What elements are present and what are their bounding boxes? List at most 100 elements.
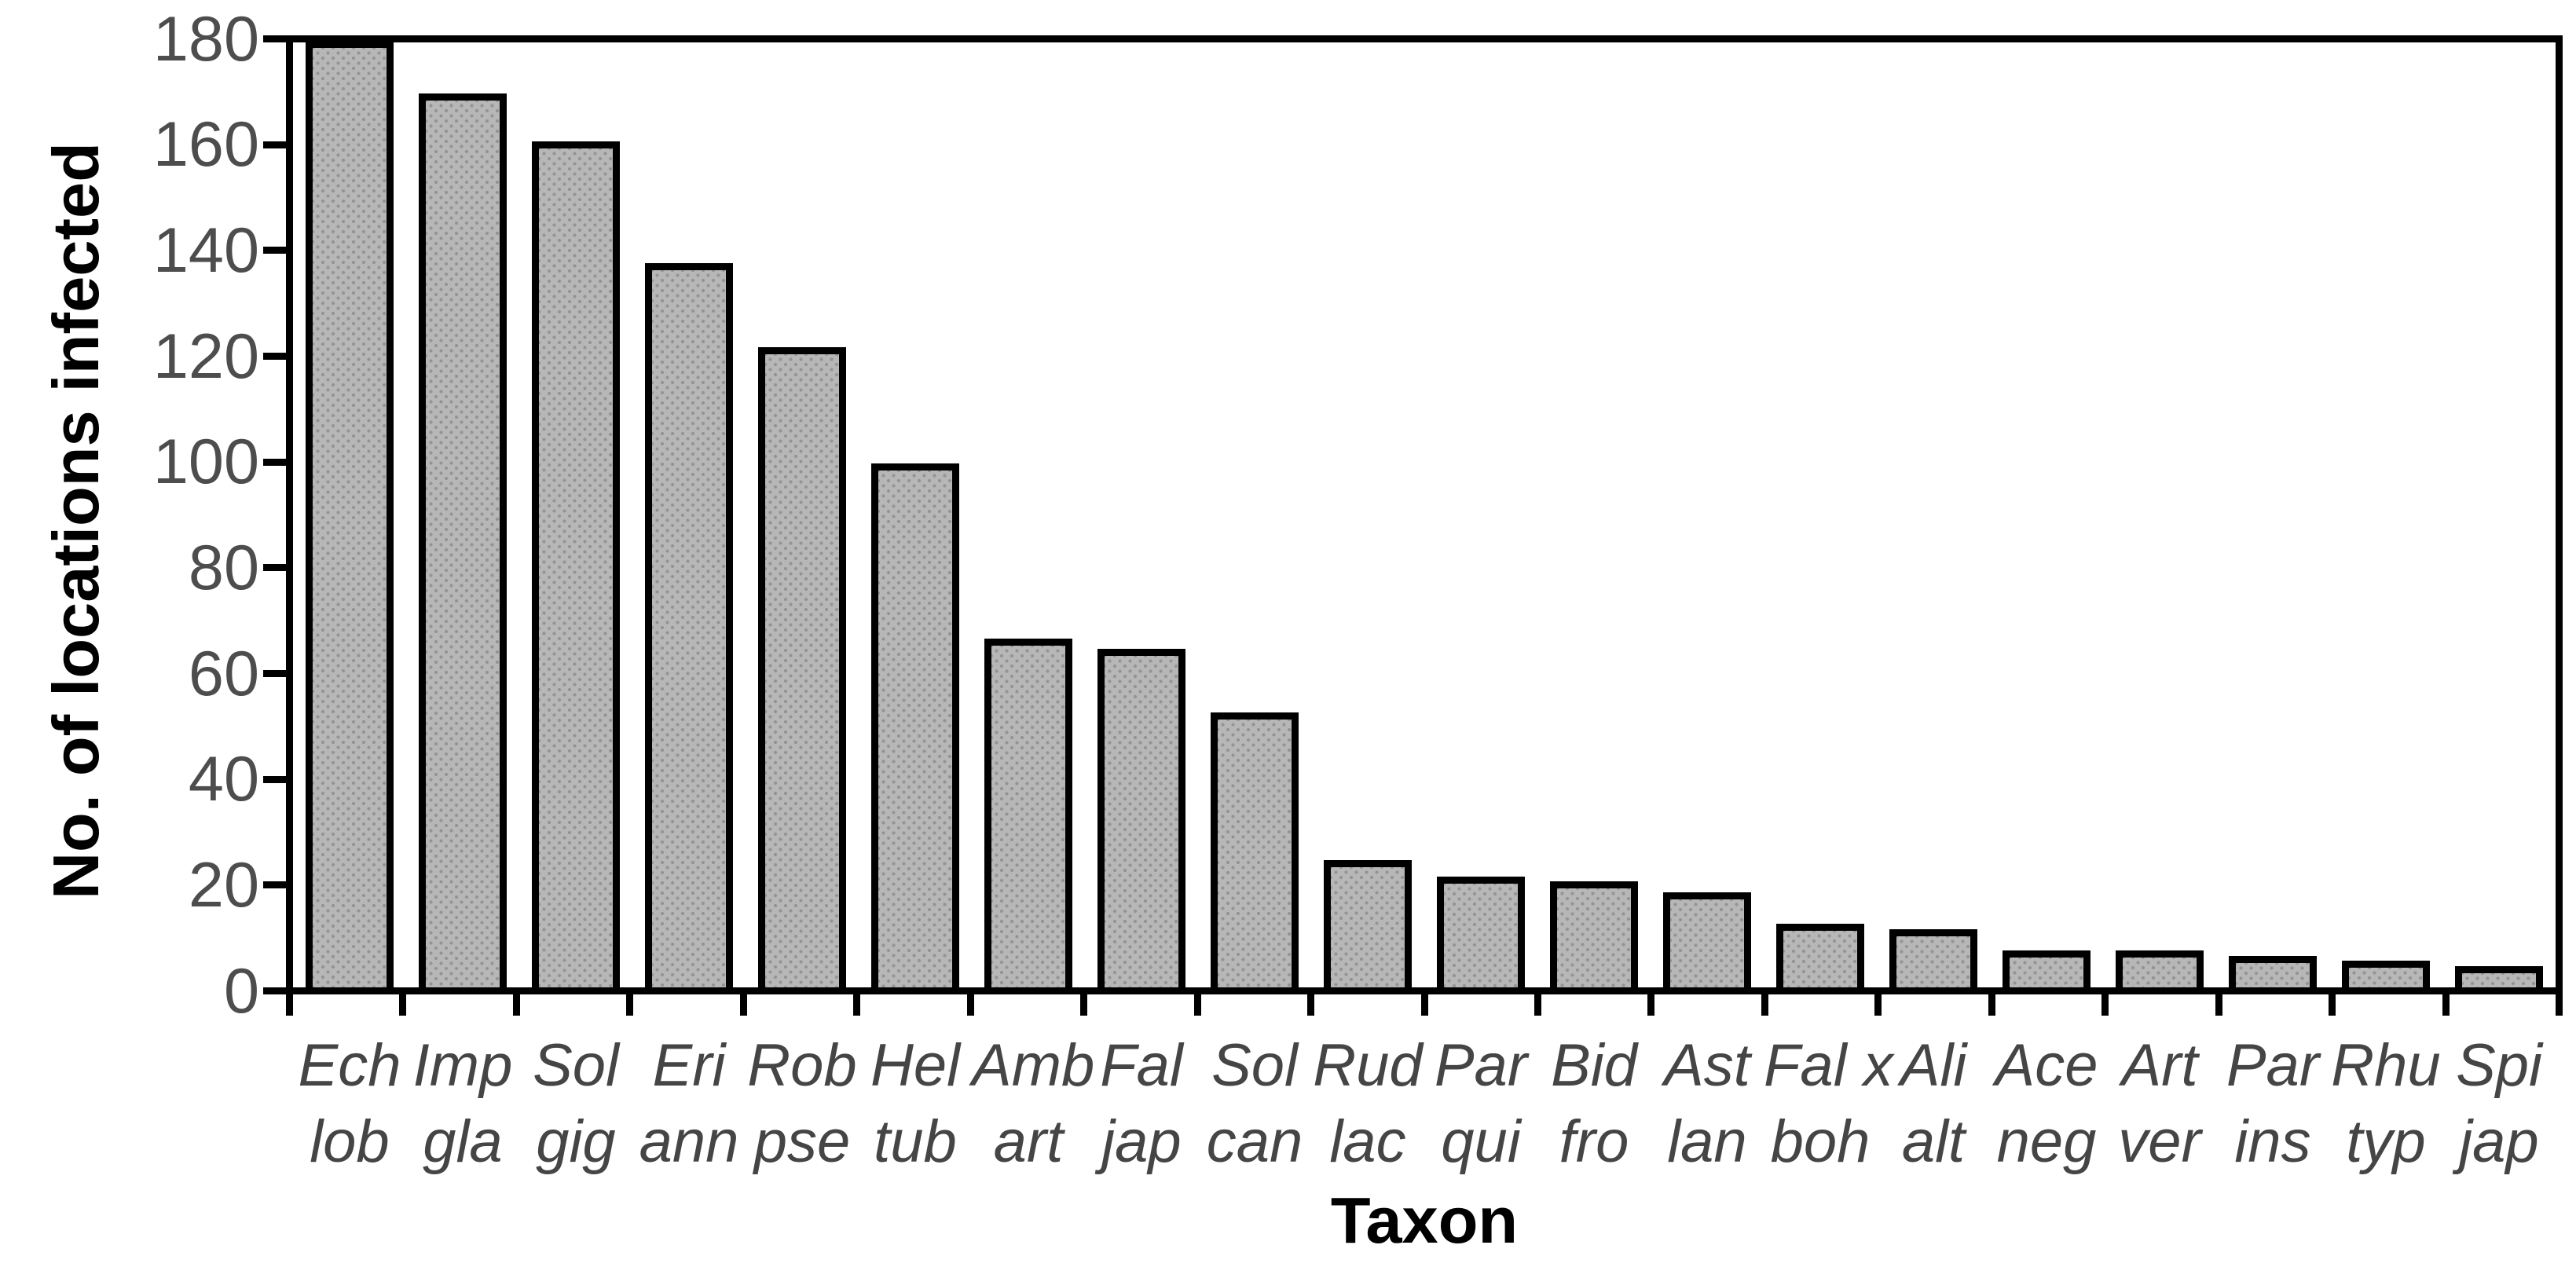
x-category-label-line1: Par	[1434, 1032, 1528, 1099]
bar	[1776, 924, 1864, 987]
x-category-label: Ast lan	[1651, 1027, 1764, 1180]
bar	[532, 141, 620, 987]
x-category-label-line2: fro	[1559, 1108, 1629, 1175]
bar	[984, 638, 1072, 987]
x-category-label-line1: Ast	[1664, 1032, 1750, 1099]
x-tick	[2215, 994, 2222, 1016]
y-tick-label: 80	[188, 532, 259, 603]
x-tick	[286, 994, 293, 1016]
x-category-label-line1: Fal	[1100, 1032, 1183, 1099]
x-category-label: Fal jap	[1085, 1027, 1198, 1180]
y-tick-label: 100	[152, 427, 259, 498]
x-tick	[853, 994, 861, 1016]
bar	[2342, 961, 2430, 987]
x-tick	[1647, 994, 1655, 1016]
y-tick	[263, 881, 286, 889]
x-category-label: Rhu typ	[2329, 1027, 2442, 1180]
x-category-label: Bid fro	[1537, 1027, 1651, 1180]
x-category-label-line2: boh	[1770, 1108, 1871, 1175]
x-tick	[2556, 994, 2563, 1016]
x-category-label: Imp gla	[406, 1027, 519, 1180]
bar	[871, 463, 959, 987]
x-category-label: Art ver	[2103, 1027, 2216, 1180]
x-category-label: Par ins	[2216, 1027, 2329, 1180]
bar	[2455, 966, 2543, 987]
x-category-label-line2: art	[993, 1108, 1064, 1175]
x-category-label-line2: ver	[2118, 1108, 2201, 1175]
x-category-label: Sol gig	[519, 1027, 632, 1180]
bar	[2116, 950, 2204, 987]
x-tick	[2101, 994, 2109, 1016]
x-tick	[626, 994, 634, 1016]
x-tick	[739, 994, 747, 1016]
x-category-label: Amb art	[972, 1027, 1095, 1180]
x-category-label-line2: alt	[1901, 1108, 1966, 1175]
x-tick	[1080, 994, 1088, 1016]
x-category-label: Ech lob	[293, 1027, 406, 1180]
x-category-label-line2: ann	[639, 1108, 739, 1175]
y-tick-label: 120	[152, 320, 259, 392]
y-tick-label: 140	[152, 214, 259, 286]
y-tick	[263, 35, 286, 42]
x-category-label-line2: typ	[2346, 1108, 2426, 1175]
x-category-label-line2: tub	[874, 1108, 957, 1175]
bar	[1550, 881, 1638, 987]
bar	[419, 93, 507, 987]
y-tick	[263, 458, 286, 466]
x-tick	[512, 994, 520, 1016]
x-tick	[966, 994, 974, 1016]
x-tick	[399, 994, 407, 1016]
x-category-label: Hel tub	[859, 1027, 972, 1180]
x-category-label-line2: qui	[1441, 1108, 1521, 1175]
x-category-label-line2: neg	[1996, 1108, 2097, 1175]
x-category-label-line2: lan	[1667, 1108, 1747, 1175]
y-tick-label: 0	[223, 955, 259, 1027]
x-category-label-line2: gla	[423, 1108, 503, 1175]
bar	[758, 347, 846, 987]
x-category-label-line2: jap	[1101, 1108, 1182, 1175]
x-category-label-line1: Amb	[972, 1032, 1095, 1099]
bar	[1663, 892, 1751, 987]
x-tick	[1761, 994, 1768, 1016]
x-category-label-line2: pse	[753, 1108, 851, 1175]
y-tick	[263, 670, 286, 677]
y-tick	[263, 141, 286, 148]
x-category-label-line1: Imp	[412, 1032, 513, 1099]
x-axis-title: Taxon	[1330, 1184, 1519, 1257]
bar	[1097, 649, 1185, 987]
bar	[1211, 712, 1299, 987]
x-tick	[1874, 994, 1882, 1016]
x-tick	[1420, 994, 1428, 1016]
x-category-label-line2: jap	[2459, 1108, 2539, 1175]
y-tick-label: 60	[188, 638, 259, 709]
x-tick	[1534, 994, 1541, 1016]
x-category-label: Eri ann	[632, 1027, 746, 1180]
y-tick	[263, 247, 286, 254]
x-category-label-line2: lac	[1329, 1108, 1406, 1175]
bar	[1324, 860, 1412, 987]
bar	[306, 40, 394, 987]
x-category-label-line2: ins	[2234, 1108, 2311, 1175]
y-tick-label: 160	[152, 109, 259, 181]
x-category-label-line1: Sol	[533, 1032, 619, 1099]
x-category-label-line1: Sol	[1211, 1032, 1298, 1099]
x-category-label-line1: Ace	[1995, 1032, 2098, 1099]
x-category-label: Ali alt	[1877, 1027, 1990, 1180]
x-tick	[2442, 994, 2450, 1016]
x-category-label-line1: Rob	[747, 1032, 857, 1099]
x-tick	[1988, 994, 1995, 1016]
x-category-label: Spi jap	[2442, 1027, 2556, 1180]
x-category-label: Sol can	[1198, 1027, 1311, 1180]
x-category-label-line2: lob	[310, 1108, 390, 1175]
x-category-label-line1: Art	[2121, 1032, 2198, 1099]
x-category-label-line2: gig	[536, 1108, 616, 1175]
x-category-label-line1: Ali	[1900, 1032, 1967, 1099]
y-tick-label: 20	[188, 849, 259, 921]
x-category-label-line1: Fal x	[1764, 1032, 1893, 1099]
x-category-label: Rob pse	[746, 1027, 859, 1180]
x-tick	[2329, 994, 2336, 1016]
x-category-label: Ace neg	[1990, 1027, 2103, 1180]
x-category-label-line1: Ech	[298, 1032, 401, 1099]
y-tick	[263, 775, 286, 783]
